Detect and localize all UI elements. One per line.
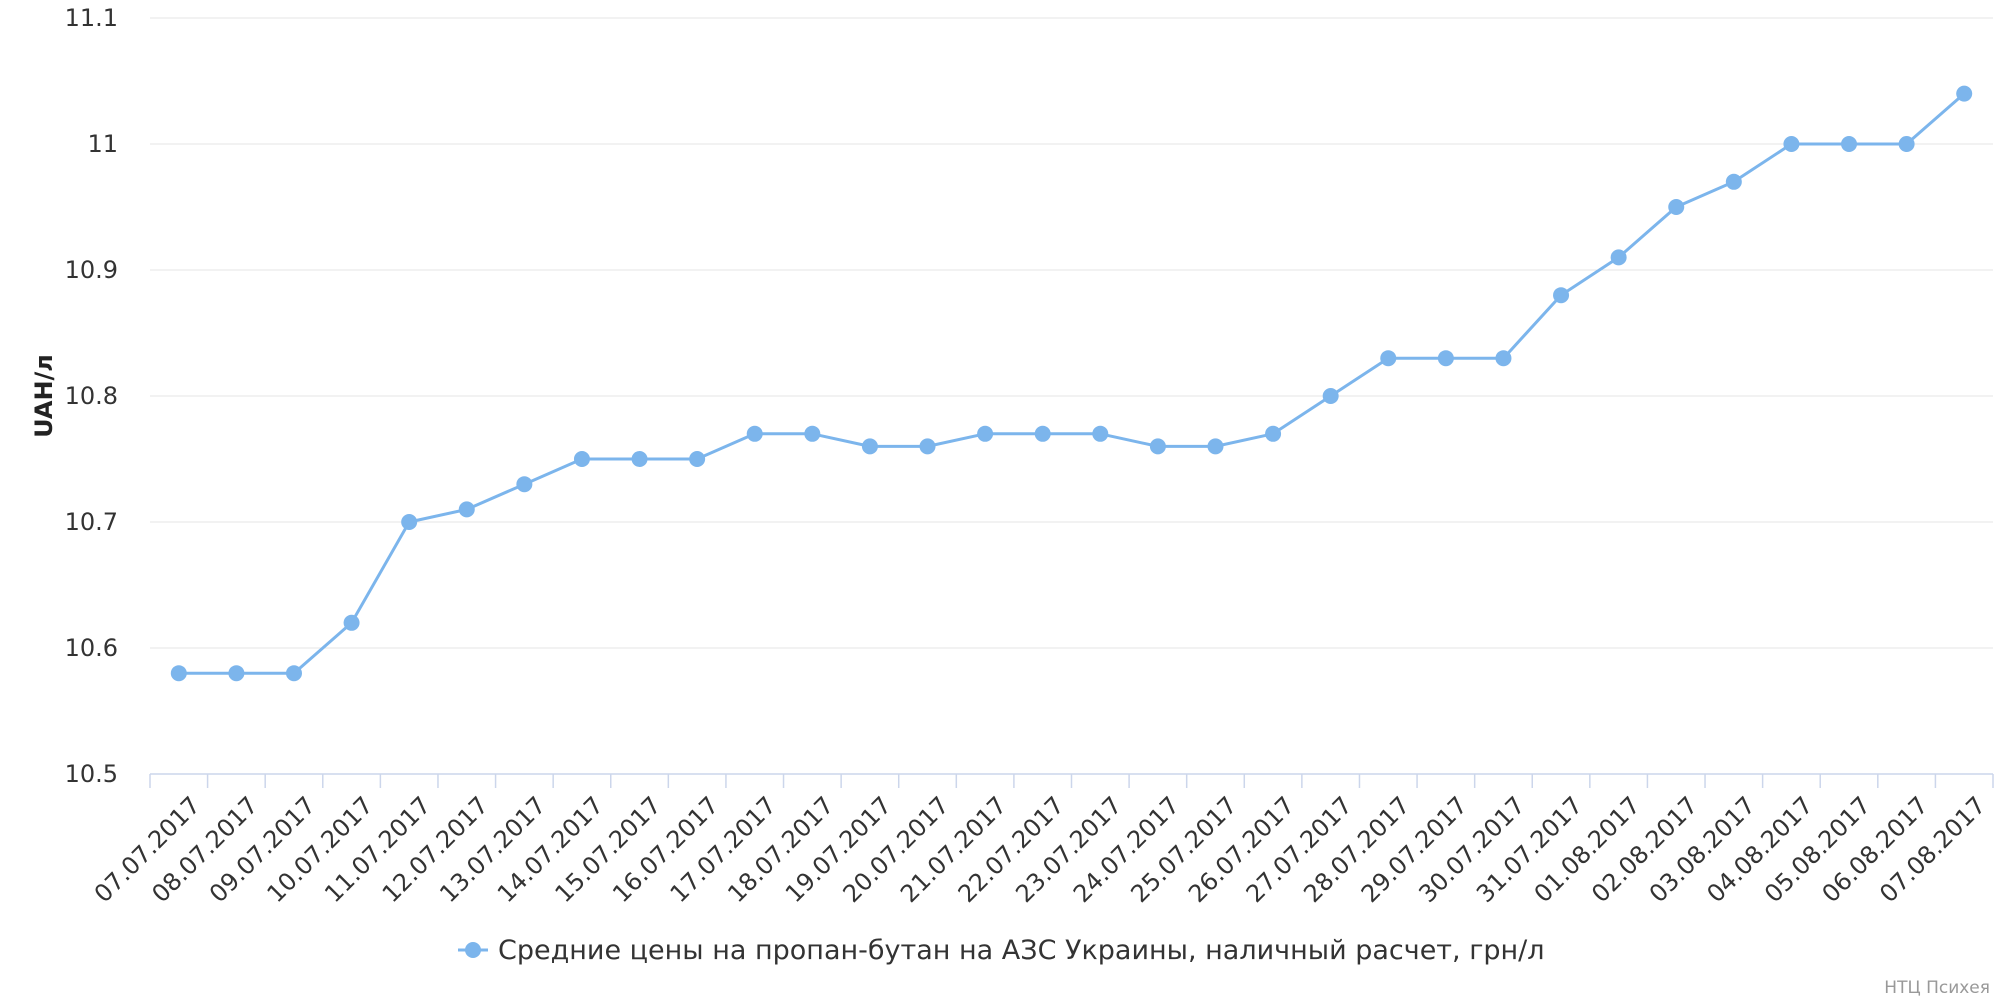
data-point[interactable]	[1610, 249, 1627, 266]
credits-link[interactable]: НТЦ Психея	[1884, 978, 1990, 998]
data-point[interactable]	[919, 438, 936, 455]
data-point[interactable]	[631, 451, 648, 467]
data-point[interactable]	[1265, 425, 1282, 442]
legend[interactable]: Средние цены на пропан-бутан на АЗС Укра…	[458, 935, 1545, 966]
data-point[interactable]	[1841, 136, 1858, 152]
data-point[interactable]	[1322, 388, 1339, 404]
data-point[interactable]	[746, 425, 763, 442]
data-point[interactable]	[516, 476, 533, 493]
y-tick-label: 10.6	[65, 634, 118, 662]
data-point[interactable]	[1668, 199, 1685, 215]
data-point[interactable]	[1783, 136, 1800, 152]
y-axis-title: UAH/л	[30, 354, 58, 438]
y-tick-label: 11	[87, 130, 118, 158]
x-axis: 07.07.201708.07.201709.07.201710.07.2017…	[89, 773, 1994, 908]
data-point[interactable]	[804, 425, 821, 442]
data-point[interactable]	[170, 665, 187, 682]
legend-marker-icon	[465, 942, 481, 958]
data-point[interactable]	[1034, 425, 1051, 442]
data-point[interactable]	[1725, 173, 1742, 190]
y-tick-label: 10.5	[65, 760, 118, 788]
data-point[interactable]	[343, 614, 360, 631]
series-line	[177, 92, 1966, 675]
data-point[interactable]	[285, 665, 302, 682]
gridlines	[150, 17, 1993, 649]
data-point[interactable]	[228, 665, 245, 682]
data-point[interactable]	[1956, 85, 1973, 102]
y-tick-label: 10.9	[65, 256, 118, 284]
series-group	[170, 85, 1973, 682]
data-point[interactable]	[1437, 350, 1454, 367]
y-tick-label: 11.1	[65, 4, 118, 32]
data-point[interactable]	[401, 514, 418, 530]
data-point[interactable]	[1092, 425, 1109, 442]
data-point[interactable]	[1149, 438, 1166, 455]
y-axis: 10.5 10.6 10.7 10.8 10.9 11 11.1	[65, 4, 118, 788]
data-point[interactable]	[1553, 287, 1570, 304]
data-point[interactable]	[458, 501, 475, 518]
data-point[interactable]	[689, 451, 706, 467]
y-tick-label: 10.7	[65, 508, 118, 536]
data-point[interactable]	[1495, 350, 1512, 367]
data-point[interactable]	[1380, 350, 1397, 367]
y-tick-label: 10.8	[65, 382, 118, 410]
data-point[interactable]	[573, 451, 590, 467]
legend-label[interactable]: Средние цены на пропан-бутан на АЗС Укра…	[498, 935, 1545, 966]
data-point[interactable]	[977, 425, 994, 442]
data-point[interactable]	[861, 438, 878, 455]
data-point[interactable]	[1898, 136, 1915, 152]
data-point[interactable]	[1207, 438, 1224, 455]
